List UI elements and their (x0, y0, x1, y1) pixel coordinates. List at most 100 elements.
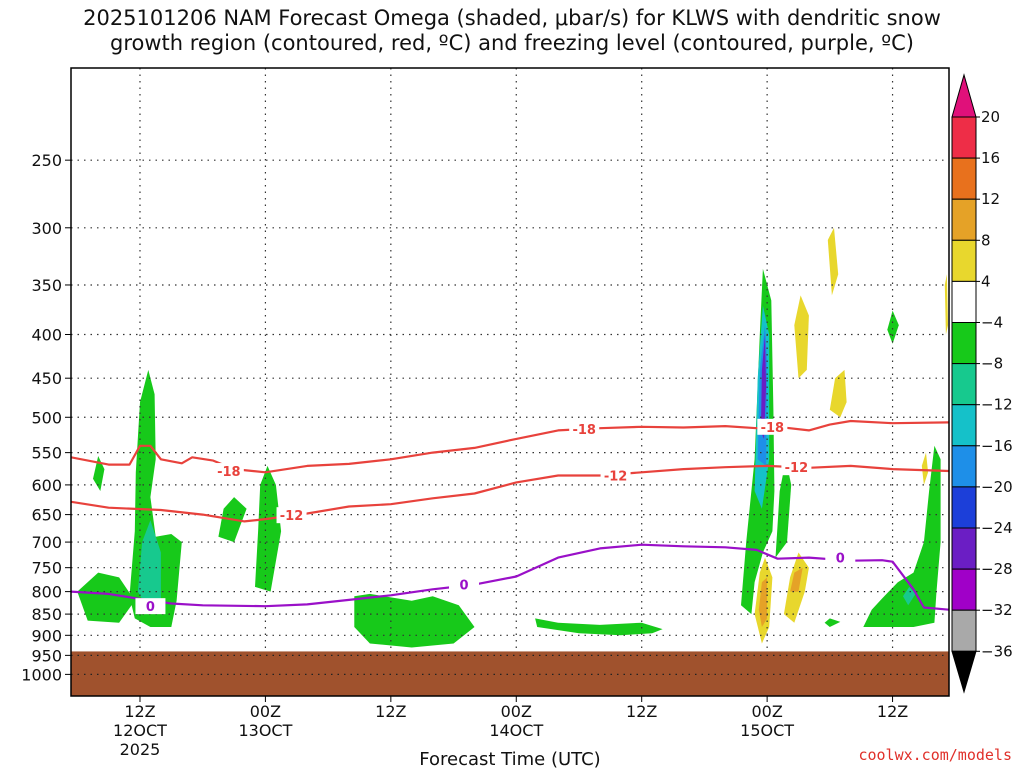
omega-region-0 (93, 456, 105, 491)
colorbar-label-12: −32 (981, 601, 1013, 619)
chart-title: 2025101206 NAM Forecast Omega (shaded, μ… (0, 6, 1024, 56)
contour-label--12-1: -12 (604, 470, 628, 485)
x-tick-date-18: 13OCT (238, 721, 292, 740)
colorbar-label-11: −28 (981, 560, 1013, 578)
contour-label--18-1: -18 (572, 423, 596, 438)
contour-line--18 (71, 419, 949, 474)
colorbar-swatch-4 (951, 280, 977, 323)
omega-region-25 (944, 274, 948, 335)
contour-label-bg--12-0 (276, 507, 307, 524)
colorbar-label-2: 12 (981, 190, 1000, 208)
contour-label--12-2: -12 (785, 461, 809, 476)
ground-layer (71, 651, 949, 696)
y-tick-label-950: 950 (31, 646, 62, 665)
colorbar-swatch-11 (951, 568, 977, 611)
colorbar-label-9: −20 (981, 478, 1013, 496)
omega-region-16 (903, 586, 916, 606)
colorbar-swatch-10 (951, 527, 977, 570)
contour-label--12-0: -12 (280, 509, 304, 524)
y-tick-label-850: 850 (31, 605, 62, 624)
x-tick-label-42: 00Z (501, 702, 532, 721)
contour-label-bg-0-2 (825, 549, 856, 566)
plot-border (70, 67, 950, 697)
contour-label-0-0: 0 (146, 600, 155, 615)
contour-label-0-2: 0 (836, 552, 845, 567)
x-tick-label-6: 12Z (124, 702, 155, 721)
contour-line-0 (71, 543, 949, 611)
colorbar-swatch-5 (951, 322, 977, 365)
y-axis: 250 300 350 400 450 500 550 600 650 700 750 800 850 9… (21, 151, 71, 684)
y-tick-label-400: 400 (31, 326, 62, 345)
y-tick-label-650: 650 (31, 506, 62, 525)
y-tick-label-450: 450 (31, 369, 62, 388)
omega-region-13 (824, 618, 841, 627)
colorbar-label-7: −12 (981, 396, 1013, 414)
omega-shading-layer (77, 227, 948, 648)
colorbar-label-8: −16 (981, 437, 1013, 455)
colorbar-label-5: −4 (981, 314, 1003, 332)
omega-region-7 (535, 618, 663, 636)
y-tick-label-1000: 1000 (21, 665, 62, 684)
x-tick-label-18: 00Z (250, 702, 281, 721)
y-tick-label-900: 900 (31, 626, 62, 645)
omega-region-23 (790, 567, 803, 592)
x-axis-label: Forecast Time (UTC) (419, 749, 600, 768)
plot-frame (70, 67, 950, 697)
contour-label-bg--18-1 (569, 420, 600, 437)
y-tick-label-550: 550 (31, 444, 62, 463)
contour-label-bg-0-1 (449, 576, 480, 593)
colorbar-swatch-8 (951, 445, 977, 488)
omega-region-11 (760, 334, 767, 439)
x-tick-date-42: 14OCT (489, 721, 543, 740)
ground-terrain (71, 651, 949, 696)
y-tick-label-700: 700 (31, 533, 62, 552)
colorbar-swatch-7 (951, 404, 977, 447)
colorbar-swatch-9 (951, 486, 977, 529)
colorbar-swatch-2 (951, 198, 977, 241)
x-tick-label-78: 12Z (877, 702, 908, 721)
omega-region-17 (794, 295, 809, 379)
chart-title-line1: 2025101206 NAM Forecast Omega (shaded, μ… (83, 6, 941, 30)
contour-label-bg--12-1 (600, 467, 631, 484)
y-tick-label-250: 250 (31, 151, 62, 170)
omega-region-5 (255, 465, 282, 592)
contour-label--18-0: -18 (217, 465, 241, 480)
omega-region-24 (921, 452, 929, 485)
y-tick-label-800: 800 (31, 583, 62, 602)
colorbar-swatch-6 (951, 363, 977, 406)
x-tick-date-6: 12OCT (113, 721, 167, 740)
omega-region-1 (77, 572, 135, 623)
colorbar-label-13: −36 (981, 642, 1013, 660)
colorbar: 20 16 12 8 4 −4 −8 −12 −16 −20 −24 −28 −32 −36 (951, 73, 1013, 694)
colorbar-bottom-arrow (951, 650, 977, 694)
x-tick-label-66: 00Z (751, 702, 782, 721)
x-tick-year-6: 2025 (120, 740, 161, 759)
y-tick-label-350: 350 (31, 276, 62, 295)
x-tick-date-66: 15OCT (740, 721, 794, 740)
y-tick-label-750: 750 (31, 559, 62, 578)
colorbar-label-0: 20 (981, 108, 1000, 126)
y-tick-label-600: 600 (31, 476, 62, 495)
contour-label--18-2: -18 (761, 421, 785, 436)
omega-region-14 (887, 310, 899, 344)
chart-title-line2: growth region (contoured, red, ºC) and f… (110, 31, 914, 55)
plot-background (71, 68, 949, 696)
colorbar-label-10: −24 (981, 519, 1013, 537)
contour-label-bg--18-2 (757, 418, 788, 435)
colorbar-swatch-3 (951, 239, 977, 282)
y-tick-label-500: 500 (31, 408, 62, 427)
contour-layer: -18 -18 -18 -12 -12 -12 0 0 0 (71, 418, 949, 615)
colorbar-label-4: 4 (981, 272, 991, 290)
grid-layer (71, 68, 949, 696)
colorbar-label-3: 8 (981, 231, 991, 249)
x-tick-label-30: 12Z (375, 702, 406, 721)
colorbar-label-1: 16 (981, 149, 1000, 167)
omega-region-19 (829, 369, 847, 418)
colorbar-top-arrow (951, 73, 977, 118)
credit-link[interactable]: coolwx.com/models (858, 746, 1012, 764)
y-tick-label-300: 300 (31, 219, 62, 238)
contour-label-bg--18-0 (213, 463, 244, 480)
omega-region-6 (354, 593, 475, 648)
